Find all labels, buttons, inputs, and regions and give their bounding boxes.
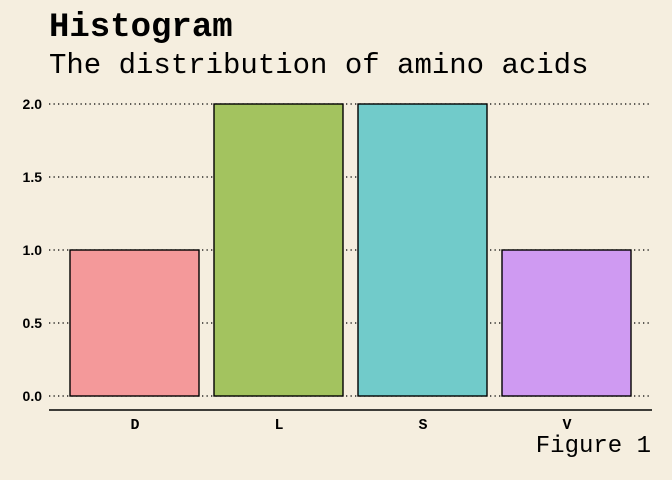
y-tick-label: 2.0 — [23, 96, 43, 112]
bar-d — [69, 249, 200, 397]
x-tick-label: L — [274, 417, 283, 434]
chart-title: Histogram — [49, 9, 233, 47]
y-tick-label: 0.5 — [23, 315, 43, 331]
y-tick-label: 1.0 — [23, 242, 43, 258]
x-tick-label: S — [418, 417, 427, 434]
bars — [69, 103, 632, 397]
bar-l — [213, 103, 344, 397]
chart-subtitle: The distribution of amino acids — [49, 49, 589, 82]
x-tick-label: V — [562, 417, 571, 434]
figure-caption: Figure 1 — [535, 433, 651, 460]
bar-s — [357, 103, 488, 397]
gridlines — [49, 103, 652, 397]
y-axis-ticks: 0.0 0.5 1.0 1.5 2.0 — [23, 96, 43, 404]
y-tick-label: 1.5 — [23, 169, 43, 185]
bar-v — [501, 249, 632, 397]
x-tick-label: D — [130, 417, 139, 434]
y-tick-label: 0.0 — [23, 388, 43, 404]
